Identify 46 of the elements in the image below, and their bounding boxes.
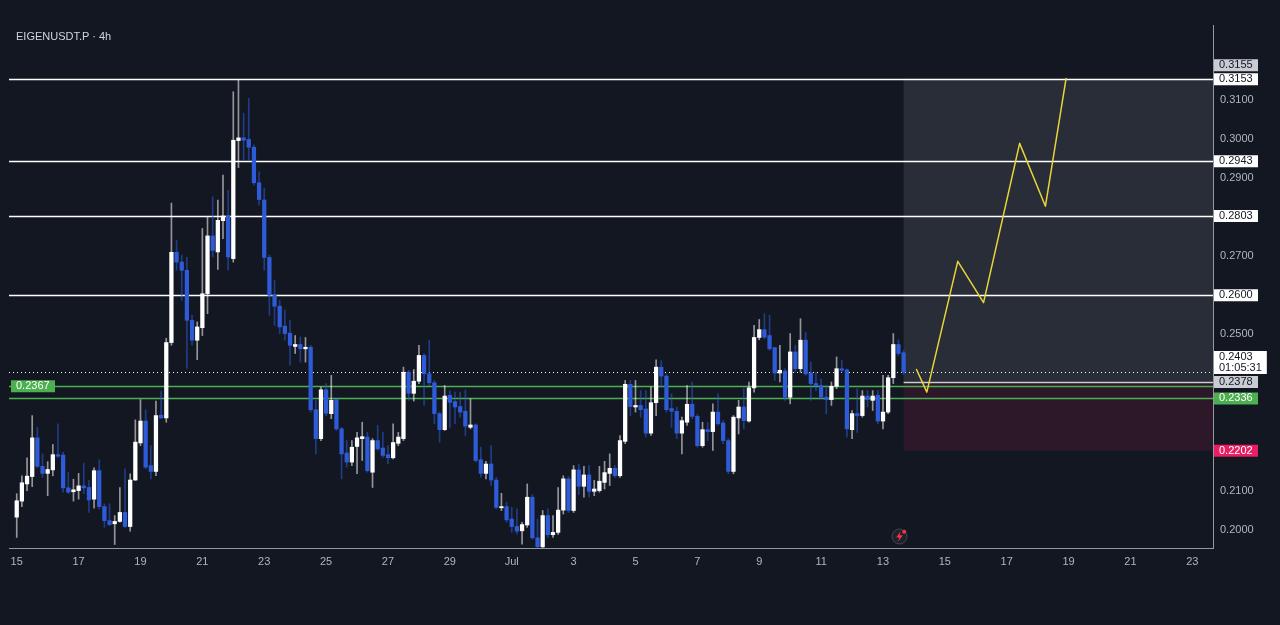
x-tick-label: Jul — [504, 554, 519, 567]
candlestick — [385, 445, 391, 465]
y-tick-label: 0.3100 — [1220, 93, 1254, 106]
ref-line-label: 0.2943 — [1219, 154, 1253, 167]
ref-line-label: 0.2367 — [16, 379, 50, 392]
x-tick-label: 23 — [258, 554, 271, 567]
candlestick — [122, 468, 128, 528]
band-label: 0.2202 — [1219, 443, 1253, 456]
x-tick-label: 23 — [1186, 554, 1199, 567]
ref-line-label: 0.3153 — [1219, 72, 1253, 85]
x-tick-label: 21 — [1124, 554, 1137, 567]
x-tick-label: 15 — [10, 554, 23, 567]
x-tick-label: 13 — [876, 554, 890, 567]
x-tick-label: 29 — [443, 554, 456, 567]
x-tick-label: 11 — [815, 554, 827, 567]
x-tick-label: 19 — [1062, 554, 1075, 567]
ref-line-label: 0.2403 01:05:31 — [1219, 350, 1262, 374]
candlestick — [354, 432, 360, 475]
x-tick-label: 17 — [72, 554, 85, 567]
candlestick — [855, 388, 860, 433]
x-tick-label: 5 — [632, 554, 639, 567]
x-tick-label: 3 — [570, 554, 577, 567]
x-tick-label: 9 — [756, 554, 763, 567]
ref-line-label: 0.2803 — [1219, 209, 1253, 222]
y-tick-label: 0.2500 — [1220, 327, 1254, 340]
x-tick-label: 19 — [134, 554, 147, 567]
y-tick-label: 0.3000 — [1220, 132, 1254, 145]
y-tick-label: 0.2100 — [1220, 483, 1254, 496]
x-tick-label: 27 — [381, 554, 395, 567]
y-tick-label: 0.2700 — [1220, 249, 1254, 262]
ref-line-label: 0.2600 — [1219, 288, 1253, 301]
x-tick-label: 25 — [319, 554, 333, 567]
candlestick — [870, 390, 875, 411]
y-tick-label: 0.2900 — [1220, 171, 1254, 184]
candlestick — [452, 391, 458, 425]
text: EIGENUSDT.P · 4h — [16, 30, 112, 43]
x-tick-label: 15 — [938, 554, 951, 567]
ref-line-label: 0.2378 — [1219, 375, 1253, 388]
candlestick — [705, 421, 710, 441]
x-tick-label: 21 — [196, 554, 209, 567]
candlestick — [293, 335, 298, 354]
band-label: 0.3155 — [1219, 58, 1253, 71]
x-tick-label: 17 — [1000, 554, 1013, 567]
ref-line-label: 0.2336 — [1219, 391, 1253, 404]
y-tick-label: 0.2000 — [1220, 522, 1254, 535]
x-tick-label: 7 — [694, 554, 701, 567]
